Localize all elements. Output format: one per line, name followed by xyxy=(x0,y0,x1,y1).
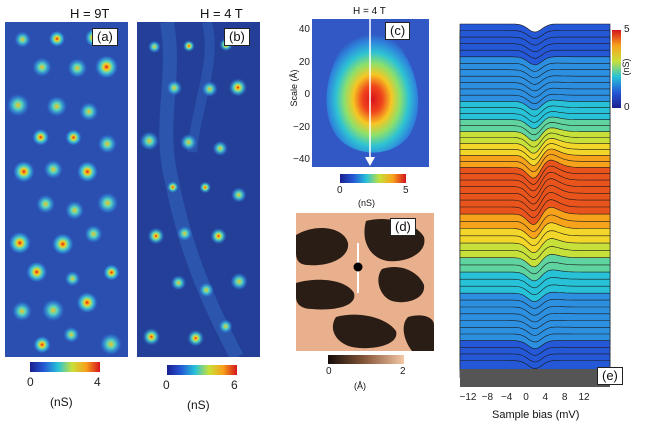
panel-b-field-title: H = 4 T xyxy=(200,6,243,21)
panel-e-xtick: 8 xyxy=(561,392,568,403)
panel-b-conductance-map xyxy=(137,22,260,357)
panel-e-xtick: 12 xyxy=(578,392,590,403)
panel-e-xtick: 4 xyxy=(542,392,549,403)
panel-c-colorbar-min: 0 xyxy=(337,185,343,196)
vortex-core xyxy=(209,227,228,245)
vortex-core xyxy=(11,300,33,322)
panel-c-ytick: −40 xyxy=(293,154,310,165)
panel-e-spectra-stack xyxy=(454,3,642,387)
vortex-core xyxy=(43,159,64,180)
panel-d-colorbar xyxy=(328,355,404,364)
panel-c-label: (c) xyxy=(385,22,411,40)
panel-e-colorbar-max: 5 xyxy=(624,24,630,35)
vortex-core xyxy=(228,77,248,98)
panel-c-ytick: −20 xyxy=(293,121,310,133)
vortex-core xyxy=(84,224,103,244)
panel-d-topography xyxy=(296,213,434,351)
panel-e-xtick: −8 xyxy=(481,392,494,403)
vortex-core xyxy=(212,140,228,157)
panel-e-colorbar-unit: (nS) xyxy=(621,58,631,76)
vortex-core xyxy=(186,329,205,348)
vortex-core xyxy=(99,332,123,356)
panel-d-colorbar-unit: (Å) xyxy=(354,381,366,391)
panel-a-colorbar-unit: (nS) xyxy=(50,395,73,409)
vortex-core xyxy=(198,282,215,298)
panel-c-colorbar xyxy=(340,174,406,183)
vortex-core xyxy=(79,101,99,122)
panel-a-colorbar-max: 4 xyxy=(94,375,101,389)
vortex-core xyxy=(198,181,212,194)
vortex-core xyxy=(32,57,52,78)
panel-a-colorbar xyxy=(30,362,100,372)
vortex-core xyxy=(6,93,30,117)
panel-e-colorbar xyxy=(612,30,621,108)
vortex-core xyxy=(170,275,187,291)
vortex-core xyxy=(94,55,119,79)
panel-a-colorbar-min: 0 xyxy=(27,375,34,389)
panel-b-colorbar xyxy=(167,365,237,375)
vortex-core xyxy=(48,30,66,48)
vortex-core xyxy=(41,298,65,322)
vortex-core xyxy=(76,161,99,183)
vortex-core xyxy=(14,31,31,48)
vortex-core xyxy=(32,128,50,146)
panel-e-xtick: 0 xyxy=(523,392,529,403)
panel-b-colorbar-min: 0 xyxy=(163,378,170,392)
vortex-core xyxy=(35,194,56,214)
vortex-core xyxy=(51,233,74,256)
panel-c-colorbar-unit: (nS) xyxy=(358,198,376,208)
vortex-core xyxy=(96,192,119,215)
panel-a-field-title: H = 9T xyxy=(70,6,110,21)
vortex-core xyxy=(8,231,32,255)
panel-e-label: (e) xyxy=(597,367,623,385)
panel-d-colorbar-min: 0 xyxy=(326,366,332,377)
panel-e-xtick: −12 xyxy=(459,392,477,403)
vortex-core xyxy=(97,134,118,154)
vortex-core xyxy=(230,187,247,203)
vortex-core xyxy=(139,131,160,151)
vortex-core xyxy=(63,326,80,344)
panel-a-conductance-map xyxy=(5,22,128,357)
vortex-core xyxy=(179,133,198,151)
panel-e-colorbar-min: 0 xyxy=(624,102,630,113)
panel-d-label: (d) xyxy=(390,218,416,236)
panel-c-field-title: H = 4 T xyxy=(353,6,386,17)
vortex-core xyxy=(147,40,161,54)
vortex-core xyxy=(64,200,85,221)
vortex-core xyxy=(76,291,98,314)
panel-b-colorbar-unit: (nS) xyxy=(187,398,210,412)
panel-a-label: (a) xyxy=(92,28,118,46)
vortex-core xyxy=(176,225,193,242)
panel-c-vortex-map xyxy=(312,19,429,167)
vortex-core xyxy=(218,319,233,334)
panel-c-colorbar-max: 5 xyxy=(403,185,409,196)
panel-c-ytick: 20 xyxy=(298,56,310,68)
vortex-core xyxy=(26,261,48,283)
spectrum-floor xyxy=(460,369,610,387)
panel-c-ytick: 40 xyxy=(298,24,310,35)
panel-b-colorbar-max: 6 xyxy=(231,378,238,392)
panel-c-ytick: 0 xyxy=(304,89,310,100)
vortex-core xyxy=(65,129,82,146)
panel-e-xtick: −4 xyxy=(500,392,513,403)
vortex-core xyxy=(103,264,120,281)
vortex-core xyxy=(46,95,68,118)
panel-b-label: (b) xyxy=(224,28,250,46)
panel-e-xlabel: Sample bias (mV) xyxy=(492,409,580,421)
vortex-core xyxy=(142,327,161,347)
vortex-core xyxy=(147,227,165,245)
panel-d-colorbar-max: 2 xyxy=(400,366,406,377)
vortex-core xyxy=(67,57,88,79)
vortex-core xyxy=(201,80,218,98)
vortex-core xyxy=(64,270,81,287)
vortex-core xyxy=(230,272,249,291)
vortex-core xyxy=(33,335,51,354)
vortex-core xyxy=(12,160,35,183)
vortex-core xyxy=(166,180,180,194)
vortex-core xyxy=(166,79,183,96)
vortex-core xyxy=(182,39,196,53)
